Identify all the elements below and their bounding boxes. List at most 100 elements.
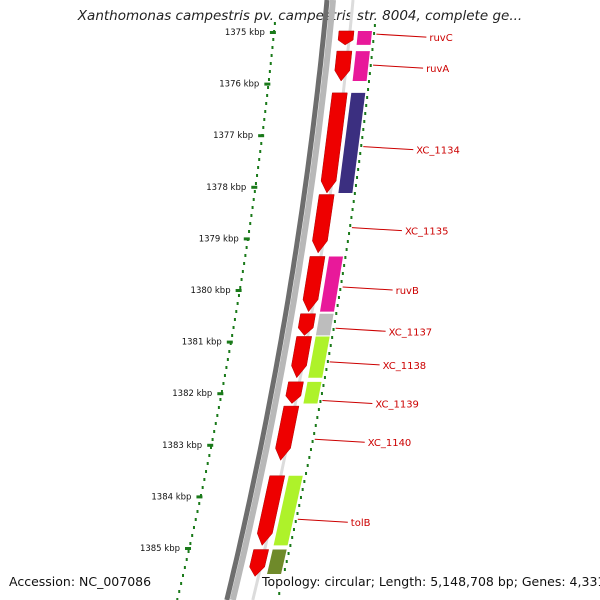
gc-dot-outer [225, 366, 228, 369]
gc-dot-inner [373, 24, 376, 27]
tick-label: 1384 kbp [151, 492, 191, 502]
gc-dot-inner [311, 440, 314, 443]
gc-dot-inner [345, 248, 348, 251]
tick-label: 1378 kbp [206, 183, 246, 193]
gc-dot-outer [214, 422, 217, 425]
gc-dot-outer [201, 486, 204, 489]
gc-dot-inner [319, 400, 322, 403]
gc-dot-outer [232, 326, 235, 329]
gc-dot-inner [356, 176, 359, 179]
gc-dot-outer [226, 358, 229, 361]
gc-dot-inner [362, 128, 365, 131]
gc-dot-inner [322, 384, 325, 387]
gene-block [315, 313, 334, 336]
cds-arrow [334, 50, 353, 82]
gc-dot-inner [285, 560, 288, 563]
tick-label: 1381 kbp [182, 338, 222, 348]
gc-dot-outer [257, 166, 260, 169]
gc-dot-outer [223, 374, 226, 377]
gc-dot-outer [209, 446, 212, 449]
gc-dot-outer [183, 566, 186, 569]
gc-dot-outer [243, 262, 246, 265]
tick-label: 1383 kbp [162, 441, 202, 451]
gene-block [352, 51, 370, 82]
tick-label: 1382 kbp [172, 389, 212, 399]
gc-dot-outer [228, 350, 231, 353]
gene-block [356, 30, 372, 45]
cds-arrow [285, 381, 304, 404]
gc-dot-inner [323, 376, 326, 379]
gc-dot-outer [208, 454, 211, 457]
gene-label-xc_1140: XC_1140 [368, 438, 412, 449]
gc-dot-outer [267, 86, 270, 89]
gc-dot-outer [237, 294, 240, 297]
gene-block [338, 92, 366, 193]
gc-dot-inner [335, 312, 338, 315]
gene-leader-line [329, 361, 380, 366]
scale-tick [217, 392, 224, 396]
gene-block [273, 475, 303, 546]
scale-tick [243, 237, 250, 241]
gc-dot-inner [313, 432, 316, 435]
gc-dot-inner [291, 536, 294, 539]
gc-dot-inner [354, 184, 357, 187]
gc-dot-inner [325, 368, 328, 371]
gene-block [308, 336, 330, 378]
gc-dot-outer [235, 310, 238, 313]
cds-arrow [302, 256, 326, 313]
gc-dot-outer [256, 174, 259, 177]
gc-dot-outer [272, 38, 275, 41]
gc-dot-outer [185, 558, 188, 561]
gene-block [303, 381, 322, 404]
gc-dot-outer [273, 22, 276, 25]
gc-dot-outer [206, 462, 209, 465]
gene-label-ruva: ruvA [426, 64, 449, 75]
gc-dot-outer [270, 54, 273, 57]
gc-dot-inner [301, 488, 304, 491]
scale-tick [235, 289, 242, 292]
gc-dot-outer [216, 414, 219, 417]
gc-dot-inner [364, 112, 367, 115]
gc-dot-inner [308, 456, 311, 459]
scale-tick [264, 82, 271, 86]
tick-label: 1377 kbp [213, 131, 253, 141]
gc-dot-outer [248, 230, 251, 233]
cds-arrow [291, 336, 312, 379]
gc-dot-inner [361, 136, 364, 139]
gc-dot-inner [368, 72, 371, 75]
gc-dot-outer [262, 126, 265, 129]
gene-leader-line [351, 227, 402, 232]
gene-leader-line [297, 518, 348, 523]
cds-arrow [249, 549, 270, 577]
backbone-inner-strand [229, 0, 336, 600]
gc-dot-inner [314, 424, 317, 427]
cds-arrow [320, 92, 348, 194]
topology-text: Topology: circular; Length: 5,148,708 bp… [262, 574, 600, 589]
gene-labels: ruvC ruvA XC_1134 XC_1135 ruvB XC_1137 XC_1138… [297, 33, 460, 529]
tick-label: 1375 kbp [225, 28, 265, 38]
gene-block [320, 256, 343, 312]
gc-dot-outer [192, 526, 195, 529]
gc-dot-inner [359, 152, 362, 155]
tick-label: 1379 kbp [199, 234, 239, 244]
gc-dot-outer [259, 150, 262, 153]
gc-dot-outer [267, 78, 270, 81]
gc-dot-outer [249, 222, 252, 225]
gc-dot-inner [298, 504, 301, 507]
gc-dot-inner [329, 344, 332, 347]
gc-dot-inner [343, 264, 346, 267]
gc-dot-inner [351, 208, 354, 211]
map-title: Xanthomonas campestris pv. campestris st… [77, 8, 523, 24]
gc-dot-outer [251, 206, 254, 209]
gc-dot-inner [371, 48, 374, 51]
gc-dot-inner [299, 496, 302, 499]
gc-dot-outer [253, 190, 256, 193]
gene-label-ruvc: ruvC [429, 33, 452, 44]
gene-label-tolb: tolB [351, 518, 371, 529]
gene-label-xc_1139: XC_1139 [375, 400, 419, 411]
gc-dot-inner [372, 40, 375, 43]
gc-dot-outer [187, 550, 190, 553]
gc-dot-outer [252, 198, 255, 201]
gene-leader-line [376, 33, 427, 38]
